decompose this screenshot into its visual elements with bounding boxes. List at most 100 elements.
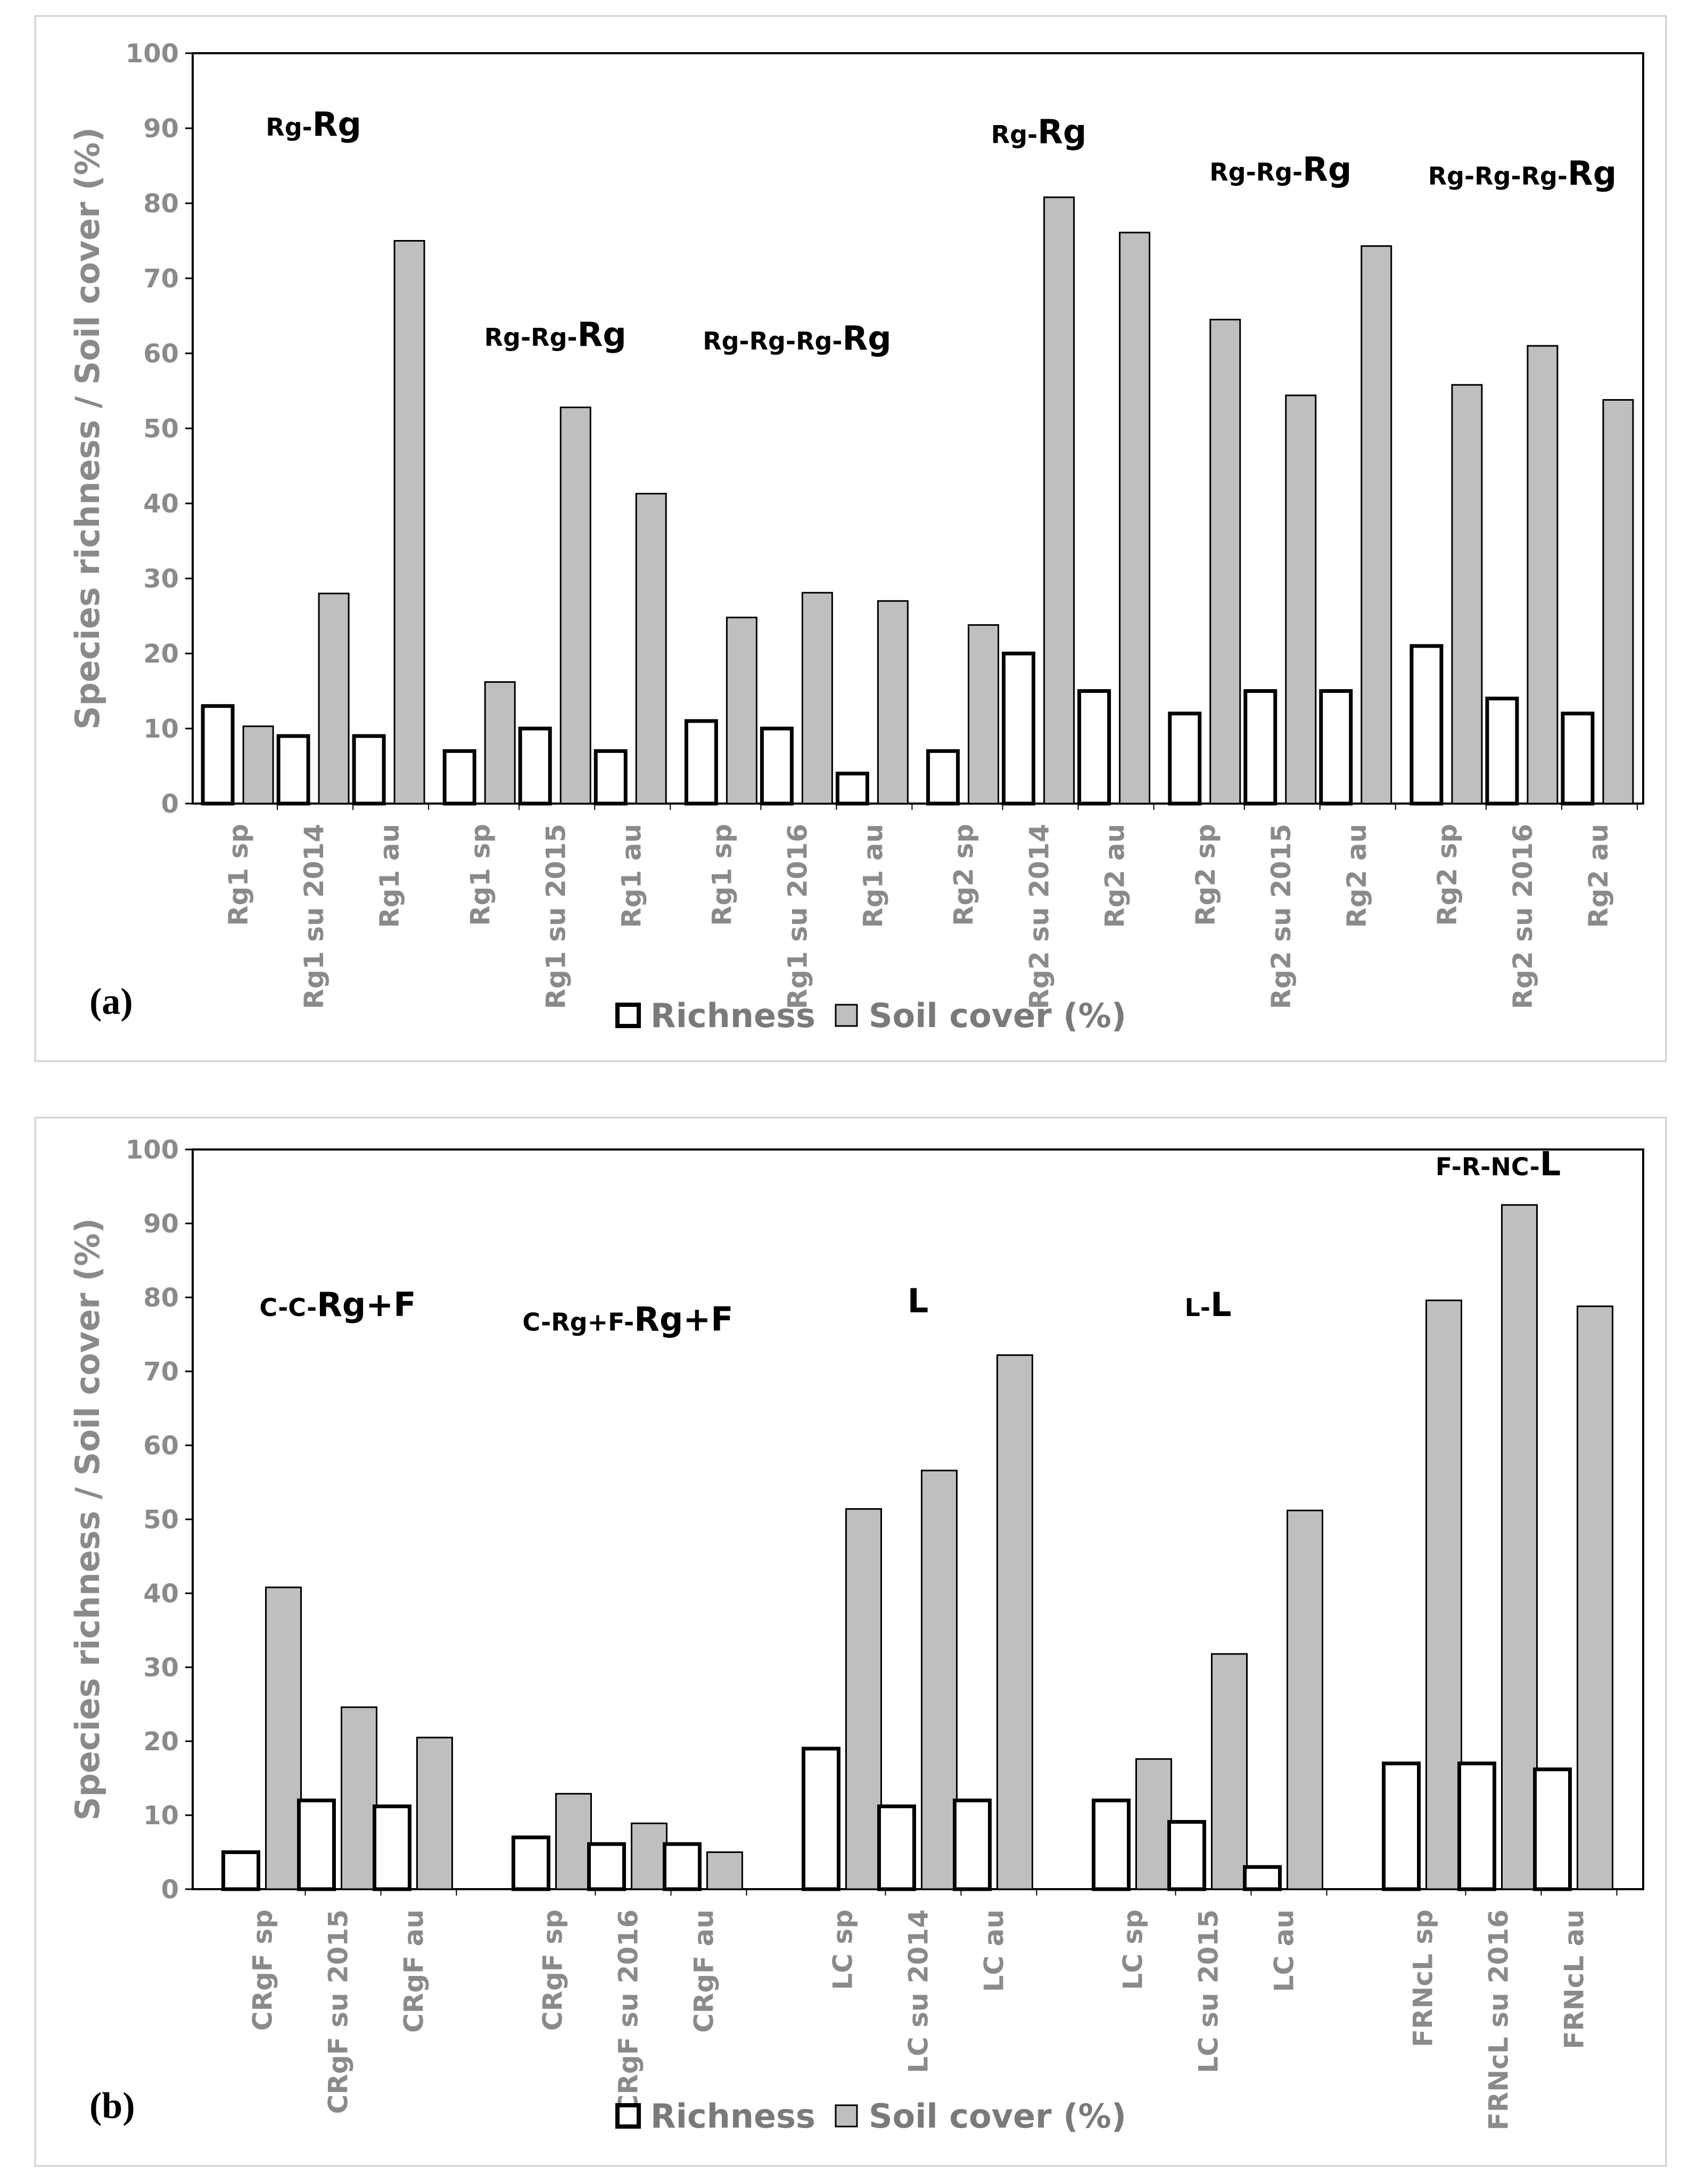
bar-soil-cover bbox=[968, 624, 1000, 805]
y-tick-label: 80 bbox=[143, 1283, 179, 1313]
bar-richness bbox=[663, 1842, 702, 1891]
x-category-label: FRNcL su 2016 bbox=[1483, 1909, 1514, 2130]
panel-a-y-axis-title: Species richness / Soil cover (%) bbox=[68, 127, 107, 730]
bar-soil-cover bbox=[1577, 1305, 1613, 1890]
y-tick-label: 100 bbox=[126, 1135, 179, 1165]
treatment-annotation: C-Rg+F-Rg+F bbox=[522, 1300, 733, 1339]
bar-soil-cover bbox=[265, 1586, 302, 1890]
panel-a: 0 10 20 30 40 50 60 70 80 90 100 Rg1 sp Rg1 su 2014… bbox=[34, 15, 1667, 1062]
x-category-label: CRgF sp bbox=[538, 1909, 568, 2031]
bar-richness bbox=[1002, 651, 1036, 806]
y-tick-label: 10 bbox=[143, 714, 179, 744]
bar-richness bbox=[802, 1747, 840, 1891]
bar-soil-cover bbox=[1287, 1509, 1323, 1890]
x-category-label: Rg2 au bbox=[1341, 824, 1372, 928]
bar-richness bbox=[1243, 1865, 1282, 1891]
panel-b-label: (b) bbox=[89, 2086, 135, 2127]
x-category-label: Rg1 sp bbox=[465, 824, 496, 926]
x-category-label: LC sp bbox=[828, 1909, 859, 1990]
y-tick-label: 60 bbox=[143, 339, 179, 369]
y-tick-label: 60 bbox=[143, 1431, 179, 1461]
bar-richness bbox=[760, 726, 794, 806]
bar-soil-cover bbox=[555, 1793, 592, 1890]
bar-richness bbox=[1485, 697, 1519, 806]
bar-richness bbox=[352, 734, 386, 806]
legend-cover-label: Soil cover (%) bbox=[869, 2097, 1126, 2136]
panel-a-annotations: Rg-Rg Rg-Rg-Rg Rg-Rg-Rg-Rg Rg-Rg Rg-Rg-Rg Rg-… bbox=[266, 105, 1617, 358]
y-tick-label: 30 bbox=[143, 564, 179, 594]
panel-a-bars bbox=[201, 196, 1634, 806]
bar-richness bbox=[684, 719, 718, 806]
y-tick-label: 0 bbox=[161, 789, 179, 819]
bar-richness bbox=[518, 726, 552, 806]
treatment-annotation: Rg-Rg bbox=[266, 105, 361, 144]
bar-richness bbox=[1319, 689, 1353, 806]
treatment-annotation: Rg-Rg-Rg-Rg bbox=[703, 319, 891, 358]
bar-soil-cover bbox=[242, 725, 274, 805]
x-category-label: Rg1 sp bbox=[706, 824, 737, 926]
bar-richness bbox=[1409, 644, 1444, 806]
panel-a-label: (a) bbox=[89, 981, 133, 1022]
y-tick-label: 50 bbox=[143, 414, 179, 444]
panel-b-bars bbox=[221, 1204, 1613, 1891]
bar-richness bbox=[1077, 689, 1111, 806]
bar-richness bbox=[297, 1798, 336, 1891]
bar-soil-cover bbox=[1285, 394, 1317, 805]
legend-cover-swatch bbox=[835, 1004, 858, 1027]
bar-soil-cover bbox=[845, 1508, 882, 1890]
x-category-label: Rg2 sp bbox=[1432, 824, 1463, 926]
x-category-label: Rg2 au bbox=[1100, 824, 1131, 928]
y-tick-label: 90 bbox=[143, 1209, 179, 1239]
legend-cover-label: Soil cover (%) bbox=[869, 996, 1126, 1035]
x-category-label: LC sp bbox=[1118, 1909, 1149, 1990]
bar-richness bbox=[953, 1798, 992, 1891]
y-tick-label: 70 bbox=[143, 264, 179, 294]
bar-soil-cover bbox=[996, 1354, 1033, 1890]
bar-richness bbox=[877, 1804, 916, 1891]
panel-b-legend: Richness Soil cover (%) bbox=[615, 2097, 1126, 2136]
bar-soil-cover bbox=[559, 407, 591, 805]
x-category-label: Rg2 su 2014 bbox=[1024, 824, 1055, 1009]
x-category-label: Rg2 su 2015 bbox=[1266, 824, 1297, 1009]
bar-richness bbox=[587, 1842, 626, 1891]
x-category-label: Rg1 au bbox=[616, 824, 647, 928]
legend-cover-swatch bbox=[835, 2104, 858, 2128]
x-category-label: CRgF su 2015 bbox=[323, 1909, 354, 2114]
panel-b-y-ticks: 0 10 20 30 40 50 60 70 80 90 100 bbox=[126, 1135, 193, 1905]
panel-b: 0 10 20 30 40 50 60 70 80 90 100 CRgF sp CRgF su 20… bbox=[34, 1116, 1667, 2167]
x-category-label: Rg1 au bbox=[858, 824, 888, 928]
bar-soil-cover bbox=[1135, 1758, 1172, 1890]
bar-richness bbox=[1168, 712, 1202, 806]
panel-a-frame bbox=[34, 15, 1667, 1062]
bar-soil-cover bbox=[1451, 384, 1483, 805]
x-category-label: CRgF au bbox=[399, 1909, 430, 2033]
panel-b-annotations: C-C-Rg+F C-Rg+F-Rg+F L L-L F-R-NC-L bbox=[259, 1145, 1561, 1339]
x-category-label: CRgF su 2016 bbox=[613, 1909, 644, 2114]
bar-soil-cover bbox=[1501, 1204, 1538, 1890]
panel-a-legend: Richness Soil cover (%) bbox=[615, 996, 1126, 1035]
bar-soil-cover bbox=[1527, 345, 1559, 805]
bar-soil-cover bbox=[416, 1736, 453, 1890]
bar-soil-cover bbox=[318, 592, 350, 805]
panel-a-y-ticks: 0 10 20 30 40 50 60 70 80 90 100 bbox=[126, 39, 193, 819]
bar-richness bbox=[1243, 689, 1277, 806]
bar-richness bbox=[276, 734, 310, 806]
bar-richness bbox=[512, 1835, 550, 1891]
bar-richness bbox=[1382, 1761, 1421, 1891]
legend-richness-label: Richness bbox=[650, 996, 815, 1035]
x-category-label: LC su 2014 bbox=[903, 1909, 934, 2073]
x-category-label: LC au bbox=[1269, 1909, 1300, 1992]
bar-soil-cover bbox=[1119, 231, 1151, 805]
treatment-annotation: C-C-Rg+F bbox=[259, 1285, 416, 1324]
y-tick-label: 40 bbox=[143, 489, 179, 519]
legend-richness-swatch bbox=[615, 1003, 641, 1028]
bar-soil-cover bbox=[1211, 1653, 1248, 1890]
x-category-label: Rg1 sp bbox=[223, 824, 254, 926]
bar-soil-cover bbox=[921, 1469, 958, 1890]
bar-richness bbox=[835, 772, 869, 806]
treatment-annotation: Rg-Rg-Rg bbox=[484, 315, 627, 354]
bar-soil-cover bbox=[706, 1851, 743, 1890]
bar-soil-cover bbox=[1425, 1300, 1462, 1890]
x-category-label: CRgF au bbox=[689, 1909, 720, 2033]
